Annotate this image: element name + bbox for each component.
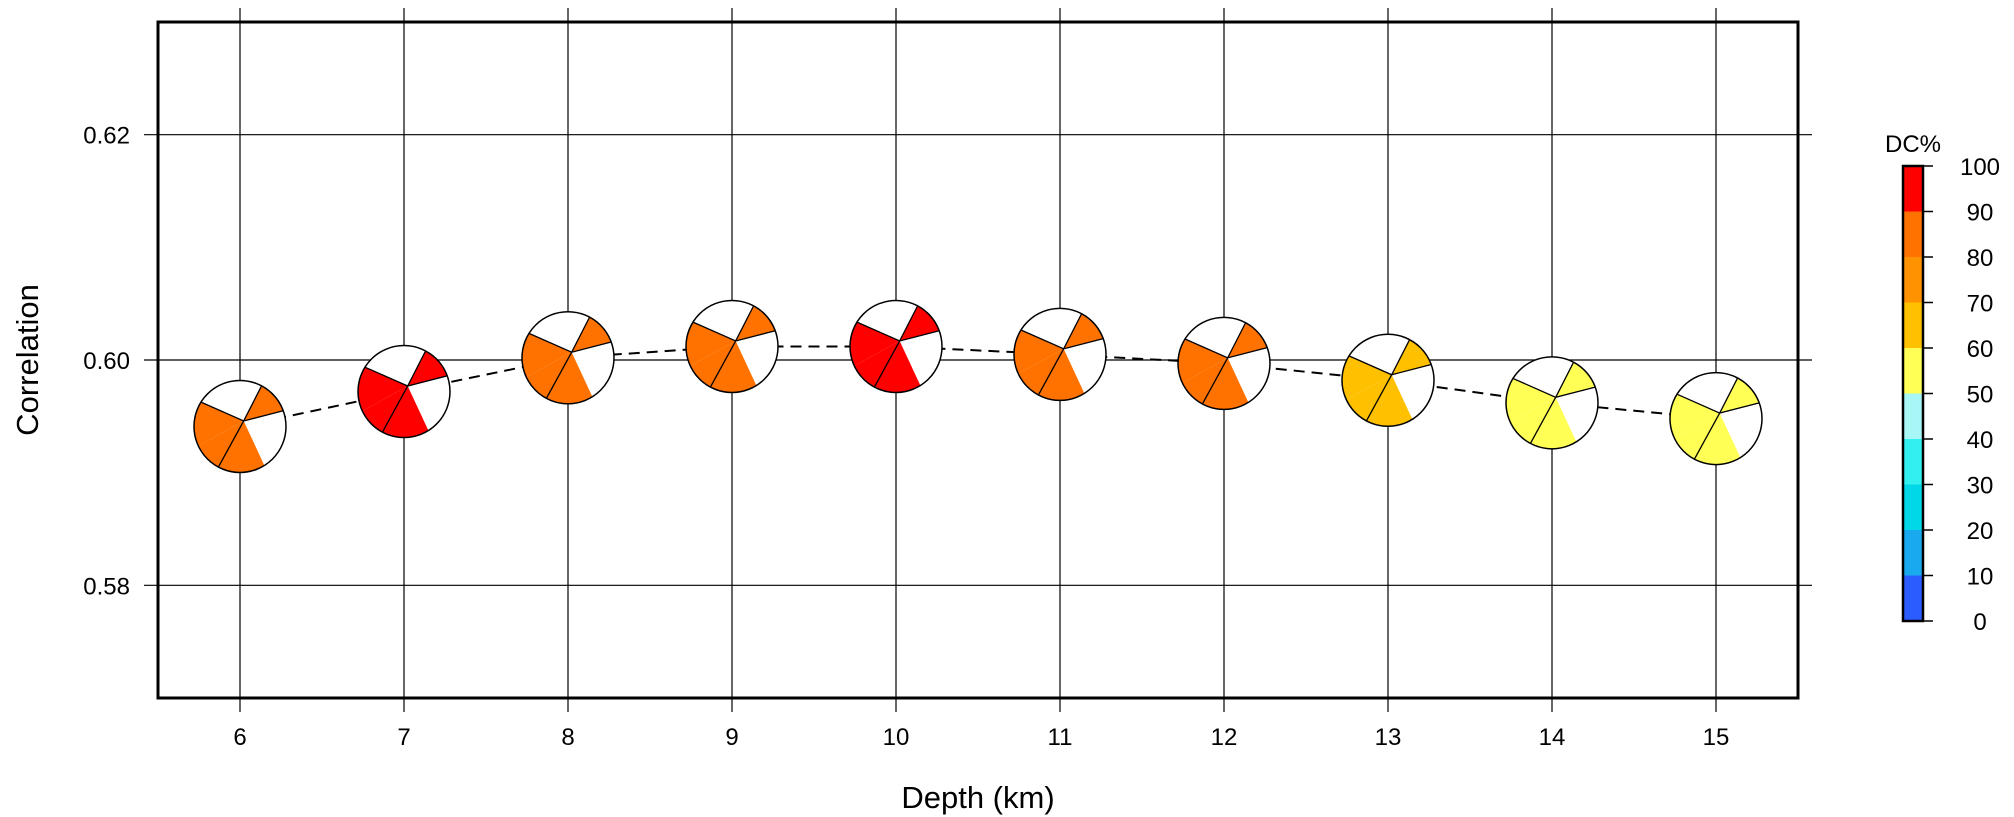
beachball-quadrant	[1670, 394, 1720, 439]
colorbar-segment	[1903, 302, 1923, 348]
beachball-marker	[1505, 356, 1599, 450]
beachball-outline	[1505, 356, 1599, 450]
beachball-marker	[357, 344, 451, 439]
beachball-outline	[1669, 371, 1763, 466]
y-tick-label: 0.60	[83, 348, 130, 375]
x-tick-label: 14	[1539, 724, 1566, 751]
beachball-quadrant	[522, 333, 572, 378]
beachball-quadrant	[1014, 329, 1064, 374]
beachball-quadrant	[194, 402, 244, 446]
beachball-outline	[357, 344, 451, 439]
colorbar-segment	[1903, 257, 1923, 303]
x-tick-label: 15	[1703, 724, 1730, 751]
series-line-path	[239, 345, 1717, 428]
x-tick-label: 12	[1211, 724, 1238, 751]
beachball-outline	[193, 379, 287, 474]
colorbar-segment	[1903, 348, 1923, 394]
plot-frame	[156, 20, 1800, 700]
colorbar-segment	[1903, 166, 1923, 212]
beachball-marker	[685, 299, 779, 394]
beachball-marker	[521, 310, 615, 405]
beachball-quadrant	[685, 322, 736, 366]
colorbar-segment	[1903, 439, 1923, 485]
colorbar-title: DC%	[1885, 131, 1941, 158]
y-tick-label: 0.58	[83, 573, 130, 600]
colorbar-tick-label: 50	[1967, 382, 1994, 409]
colorbar-tick-label: 70	[1967, 291, 1994, 318]
series-line	[239, 345, 1717, 428]
colorbar-tick-label: 30	[1967, 473, 1994, 500]
colorbar-tick-label: 90	[1967, 200, 1994, 227]
beachball-marker	[849, 299, 943, 394]
colorbar-tick-label: 0	[1973, 609, 1986, 636]
beachball-outline	[849, 299, 943, 394]
beachball-quadrant	[1506, 378, 1556, 423]
y-tick-label: 0.62	[83, 123, 130, 150]
colorbar-segment	[1903, 484, 1923, 530]
y-tick-labels: 0.58 0.60 0.62	[83, 123, 130, 601]
beachball-marker	[193, 379, 287, 474]
beachball-quadrant	[1178, 339, 1228, 383]
x-tick-label: 10	[883, 724, 910, 751]
colorbar-segment	[1903, 530, 1923, 576]
x-tick-label: 9	[725, 724, 738, 751]
colorbar-segment	[1903, 211, 1923, 257]
x-tick-label: 8	[561, 724, 574, 751]
beachball-outline	[1013, 307, 1107, 402]
colorbar-tick-label: 80	[1967, 245, 1994, 272]
beachball-quadrant	[849, 322, 900, 366]
beachball-marker	[1341, 333, 1435, 428]
colorbar-tick-label: 20	[1967, 518, 1994, 545]
beachball-outline	[1341, 333, 1435, 428]
x-tick-labels: 6 7 8 9 10 11 12 13 14 15	[233, 724, 1729, 751]
beachball-marker	[1669, 371, 1763, 466]
x-tick-label: 11	[1048, 724, 1073, 751]
colorbar-tick-label: 100	[1960, 154, 2000, 181]
beachball-marker	[1013, 307, 1107, 402]
colorbar-tick-label: 40	[1967, 427, 1994, 454]
beachball-quadrant	[358, 367, 408, 411]
beachball-outline	[685, 299, 779, 394]
y-axis-label: Correlation	[10, 284, 45, 436]
beachball-outline	[1177, 316, 1271, 411]
colorbar-segment	[1903, 575, 1923, 621]
beachball-outline	[521, 310, 615, 405]
x-tick-label: 7	[397, 724, 410, 751]
beachball-quadrant	[1342, 355, 1392, 400]
x-tick-label: 6	[233, 724, 246, 751]
colorbar-tick-label: 60	[1967, 336, 1994, 363]
beachball-marker	[1177, 316, 1271, 411]
x-tick-label: 13	[1375, 724, 1402, 751]
colorbar-tick-label: 10	[1967, 564, 1994, 591]
colorbar: DC% 0 10 20 30 40 50 60 70 80 90 100	[1885, 131, 2000, 636]
beachball-markers	[193, 299, 1763, 474]
colorbar-segment	[1903, 393, 1923, 439]
x-axis-label: Depth (km)	[901, 780, 1054, 815]
